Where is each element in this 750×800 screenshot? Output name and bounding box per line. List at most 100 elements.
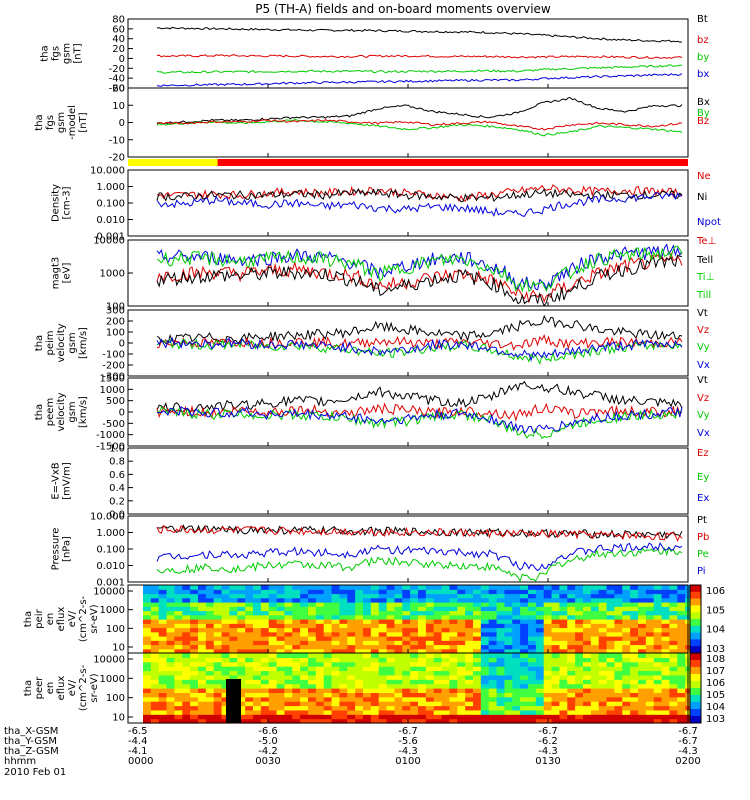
spectrogram-cell: [143, 585, 152, 590]
spectrogram-cell: [496, 718, 506, 724]
spectrogram-cell: [520, 701, 529, 707]
spectrogram-cell: [363, 644, 372, 650]
legend-Vz: Vz: [697, 325, 709, 336]
spectrogram-cell: [370, 683, 380, 689]
spectrogram-cell: [638, 648, 647, 654]
spectrogram-cell: [284, 602, 293, 607]
spectrogram-cell: [598, 593, 608, 599]
colorbar-frame: [689, 652, 702, 724]
spectrogram-cell: [433, 653, 443, 658]
colorbar-step: [690, 625, 701, 630]
spectrogram-cell: [567, 585, 576, 590]
spectrogram-cell: [441, 593, 451, 599]
spectrogram-cell: [378, 585, 388, 590]
spectrogram-cell: [221, 619, 231, 624]
spectrogram-cell: [598, 602, 608, 607]
spectrogram-cell: [465, 610, 474, 616]
spectrogram-cell: [441, 661, 451, 667]
spectrogram-cell: [661, 718, 671, 724]
spectrogram-cell: [433, 619, 443, 624]
spectrogram-cell: [166, 679, 176, 685]
spectrogram-cell: [182, 653, 191, 658]
spectrogram-cell: [378, 714, 388, 720]
colorbar-step: [690, 646, 701, 651]
spectrogram-cell: [378, 606, 388, 612]
spectrogram-cell: [535, 589, 545, 595]
spectrogram-cell: [331, 610, 341, 616]
spectrogram-cell: [370, 619, 380, 624]
spectrogram-cell: [528, 610, 537, 616]
spectrogram-cell: [457, 606, 466, 612]
spectrogram-cell: [410, 661, 419, 667]
spectrogram-cell: [213, 585, 223, 590]
spectrogram-cell: [645, 585, 655, 590]
spectrogram-cell: [653, 670, 663, 676]
spectrogram-cell: [363, 636, 372, 641]
spectrogram-cell: [245, 661, 254, 667]
y-label-line: magt3: [51, 257, 62, 290]
spectrogram-cell: [166, 648, 176, 654]
spectrogram-cell: [685, 657, 694, 663]
spectrogram-cell: [198, 640, 207, 646]
series-line-Vz: [156, 334, 683, 351]
spectrogram-cell: [284, 679, 293, 685]
spectrogram-cell: [284, 696, 293, 702]
spectrogram-cell: [418, 597, 427, 603]
spectrogram-cell: [268, 670, 278, 676]
spectrogram-cell: [520, 644, 529, 650]
spectrogram-cell: [386, 589, 396, 595]
spectrogram-cell: [606, 701, 616, 707]
spectrogram-cell: [504, 631, 513, 637]
spectrogram-cell: [355, 606, 364, 612]
spectrogram-cell: [535, 696, 545, 702]
spectrogram-cell: [528, 696, 537, 702]
spectrogram-cell: [630, 606, 639, 612]
spectrogram-cell: [410, 674, 419, 680]
spectrogram-cell: [504, 640, 513, 646]
spectrogram-cell: [363, 627, 372, 633]
spectrogram-cell: [473, 688, 482, 693]
spectrogram-cell: [653, 606, 663, 612]
spectrogram-cell: [488, 623, 498, 629]
spectrogram-cell: [394, 597, 403, 603]
spectrogram-cell: [512, 718, 521, 724]
spectrogram-cell: [402, 688, 411, 693]
spectrogram-cell: [166, 688, 176, 693]
spectrogram-cell: [331, 644, 341, 650]
spectrogram-cell: [355, 666, 364, 672]
spectrogram-cell: [339, 648, 348, 654]
spectrogram-cell: [260, 648, 270, 654]
spectrogram-cell: [221, 610, 231, 616]
spectrogram-cell: [418, 614, 427, 620]
y-tick-label: 0: [119, 339, 125, 350]
spectrogram-cell: [213, 718, 223, 724]
spectrogram-cell: [645, 648, 655, 654]
spectrogram-cell: [363, 714, 372, 720]
spectrogram-cell: [543, 709, 553, 715]
spectrogram-cell: [245, 705, 254, 711]
spectrogram-cell: [253, 593, 262, 599]
spectrogram-cell: [520, 692, 529, 698]
spectrogram-cell: [449, 585, 458, 590]
spectrogram-cell: [653, 593, 663, 599]
spectrogram-cell: [198, 585, 207, 590]
y-tick-label: 10000: [93, 236, 125, 247]
spectrogram-cell: [268, 631, 278, 637]
spectrogram-cell: [166, 640, 176, 646]
spectrogram-cell: [386, 714, 396, 720]
spectrogram-cell: [653, 688, 663, 693]
spectrogram-cell: [268, 718, 278, 724]
spectrogram-cell: [229, 631, 238, 637]
spectrogram-cell: [237, 714, 246, 720]
spectrogram-cell: [575, 696, 584, 702]
spectrogram-cell: [205, 679, 215, 685]
spectrogram-cell: [308, 610, 317, 616]
spectrogram-cell: [630, 696, 639, 702]
spectrogram-cell: [614, 623, 623, 629]
spectrogram-cell: [158, 640, 168, 646]
spectrogram-cell: [402, 661, 411, 667]
spectrogram-cell: [465, 666, 474, 672]
spectrogram-cell: [425, 648, 435, 654]
spectrogram-cell: [457, 644, 466, 650]
spectrogram-cell: [669, 627, 678, 633]
